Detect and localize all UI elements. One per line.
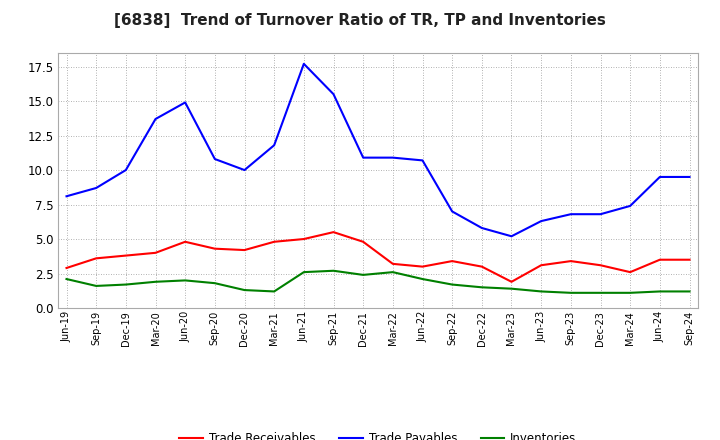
Inventories — [240, 287, 249, 293]
Inventories — [210, 281, 219, 286]
Trade Payables — [181, 100, 189, 105]
Trade Payables — [477, 225, 486, 231]
Trade Payables — [92, 185, 101, 191]
Inventories — [537, 289, 546, 294]
Trade Receivables — [655, 257, 664, 262]
Inventories — [448, 282, 456, 287]
Trade Payables — [537, 218, 546, 224]
Trade Payables — [567, 212, 575, 217]
Trade Payables — [685, 174, 694, 180]
Inventories — [477, 285, 486, 290]
Inventories — [151, 279, 160, 284]
Inventories — [300, 269, 308, 275]
Trade Receivables — [181, 239, 189, 245]
Trade Payables — [596, 212, 605, 217]
Inventories — [418, 276, 427, 282]
Trade Payables — [122, 167, 130, 172]
Trade Receivables — [122, 253, 130, 258]
Trade Receivables — [448, 258, 456, 264]
Trade Receivables — [270, 239, 279, 245]
Text: [6838]  Trend of Turnover Ratio of TR, TP and Inventories: [6838] Trend of Turnover Ratio of TR, TP… — [114, 13, 606, 28]
Inventories — [359, 272, 367, 278]
Trade Receivables — [359, 239, 367, 245]
Inventories — [685, 289, 694, 294]
Inventories — [92, 283, 101, 289]
Trade Payables — [329, 92, 338, 97]
Inventories — [270, 289, 279, 294]
Trade Receivables — [537, 263, 546, 268]
Trade Payables — [62, 194, 71, 199]
Trade Payables — [151, 116, 160, 121]
Trade Receivables — [92, 256, 101, 261]
Trade Receivables — [329, 230, 338, 235]
Trade Payables — [655, 174, 664, 180]
Trade Receivables — [685, 257, 694, 262]
Line: Trade Receivables: Trade Receivables — [66, 232, 690, 282]
Trade Payables — [626, 203, 634, 209]
Inventories — [596, 290, 605, 296]
Inventories — [507, 286, 516, 291]
Trade Receivables — [62, 265, 71, 271]
Trade Receivables — [477, 264, 486, 269]
Trade Payables — [448, 209, 456, 214]
Inventories — [62, 276, 71, 282]
Trade Payables — [210, 156, 219, 161]
Trade Receivables — [596, 263, 605, 268]
Trade Payables — [240, 167, 249, 172]
Trade Receivables — [240, 247, 249, 253]
Trade Receivables — [418, 264, 427, 269]
Inventories — [655, 289, 664, 294]
Trade Payables — [359, 155, 367, 160]
Inventories — [567, 290, 575, 296]
Trade Receivables — [151, 250, 160, 256]
Trade Payables — [418, 158, 427, 163]
Inventories — [329, 268, 338, 273]
Trade Receivables — [210, 246, 219, 251]
Trade Payables — [300, 61, 308, 66]
Inventories — [626, 290, 634, 296]
Trade Receivables — [626, 269, 634, 275]
Trade Payables — [389, 155, 397, 160]
Trade Receivables — [567, 258, 575, 264]
Trade Receivables — [507, 279, 516, 284]
Inventories — [122, 282, 130, 287]
Inventories — [181, 278, 189, 283]
Trade Receivables — [300, 236, 308, 242]
Trade Payables — [270, 143, 279, 148]
Inventories — [389, 269, 397, 275]
Trade Payables — [507, 234, 516, 239]
Line: Trade Payables: Trade Payables — [66, 64, 690, 236]
Legend: Trade Receivables, Trade Payables, Inventories: Trade Receivables, Trade Payables, Inven… — [175, 428, 581, 440]
Line: Inventories: Inventories — [66, 271, 690, 293]
Trade Receivables — [389, 261, 397, 267]
